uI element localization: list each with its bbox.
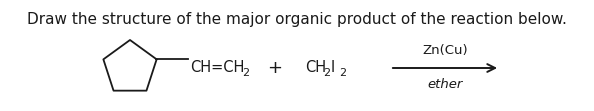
Text: I: I [331,60,335,75]
Text: 2: 2 [323,68,330,78]
Text: +: + [267,59,283,77]
Text: Draw the structure of the major organic product of the reaction below.: Draw the structure of the major organic … [27,12,567,27]
Text: CH=CH: CH=CH [190,60,244,75]
Text: 2: 2 [339,68,346,78]
Text: 2: 2 [242,68,249,78]
Text: ether: ether [427,77,463,90]
Text: Zn(Cu): Zn(Cu) [422,44,468,56]
Text: CH: CH [305,60,326,75]
